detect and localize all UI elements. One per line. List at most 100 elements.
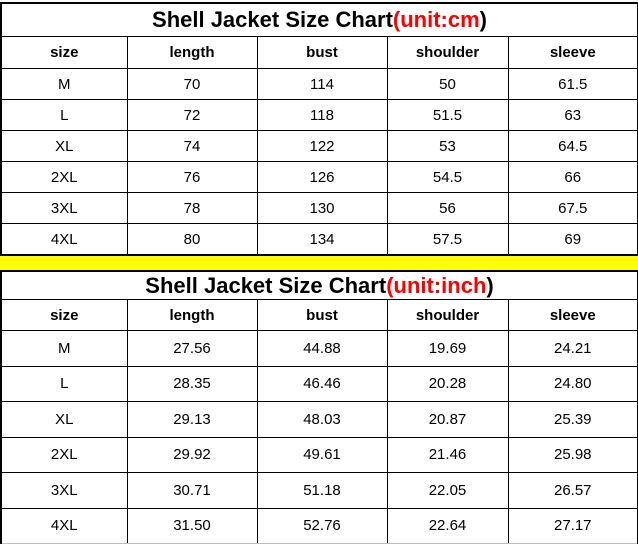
table-row: 2XL 76 126 54.5 66 bbox=[0, 161, 638, 193]
value-cell: 53 bbox=[386, 130, 509, 162]
size-table-inch: Shell Jacket Size Chart(unit:inch) size l… bbox=[0, 270, 638, 544]
size-cell: M bbox=[0, 330, 128, 367]
value-cell: 48.03 bbox=[256, 401, 388, 438]
value-cell: 134 bbox=[256, 223, 388, 256]
value-cell: 57.5 bbox=[386, 223, 509, 256]
value-cell: 64.5 bbox=[507, 130, 638, 162]
value-cell: 19.69 bbox=[386, 330, 509, 367]
column-header-length: length bbox=[126, 36, 258, 69]
table-title-row-inch: Shell Jacket Size Chart(unit:inch) bbox=[0, 270, 638, 300]
value-cell: 25.39 bbox=[507, 401, 638, 438]
size-cell: 4XL bbox=[0, 507, 128, 544]
size-cell: XL bbox=[0, 401, 128, 438]
title-unit-red: (unit:cm bbox=[392, 7, 480, 32]
table-row: L 72 118 51.5 63 bbox=[0, 99, 638, 131]
value-cell: 78 bbox=[126, 192, 258, 224]
size-cell: 2XL bbox=[0, 161, 128, 193]
table-title-row-cm: Shell Jacket Size Chart(unit:cm) bbox=[0, 2, 638, 37]
table-row: 4XL 80 134 57.5 69 bbox=[0, 223, 638, 256]
column-header-sleeve: sleeve bbox=[507, 36, 638, 69]
table-body-inch: M 27.56 44.88 19.69 24.21 L 28.35 46.46 20.28 24.… bbox=[0, 330, 638, 544]
table-title-inch: Shell Jacket Size Chart(unit:inch) bbox=[0, 270, 638, 300]
value-cell: 56 bbox=[386, 192, 509, 224]
value-cell: 46.46 bbox=[256, 365, 388, 402]
value-cell: 67.5 bbox=[507, 192, 638, 224]
table-row: 3XL 78 130 56 67.5 bbox=[0, 192, 638, 224]
table-row: M 70 114 50 61.5 bbox=[0, 68, 638, 100]
table-row: XL 29.13 48.03 20.87 25.39 bbox=[0, 401, 638, 438]
size-cell: 3XL bbox=[0, 472, 128, 509]
value-cell: 130 bbox=[256, 192, 388, 224]
table-title-cm: Shell Jacket Size Chart(unit:cm) bbox=[0, 2, 638, 37]
value-cell: 76 bbox=[126, 161, 258, 193]
value-cell: 25.98 bbox=[507, 436, 638, 473]
column-header-size: size bbox=[0, 299, 128, 331]
value-cell: 61.5 bbox=[507, 68, 638, 100]
value-cell: 118 bbox=[256, 99, 388, 131]
yellow-divider-bar bbox=[0, 256, 638, 270]
value-cell: 63 bbox=[507, 99, 638, 131]
value-cell: 69 bbox=[507, 223, 638, 256]
value-cell: 27.17 bbox=[507, 507, 638, 544]
table-row: 3XL 30.71 51.18 22.05 26.57 bbox=[0, 472, 638, 509]
value-cell: 50 bbox=[386, 68, 509, 100]
value-cell: 80 bbox=[126, 223, 258, 256]
value-cell: 29.13 bbox=[126, 401, 258, 438]
title-close-paren: ) bbox=[479, 7, 487, 32]
column-header-shoulder: shoulder bbox=[386, 36, 509, 69]
value-cell: 49.61 bbox=[256, 436, 388, 473]
value-cell: 31.50 bbox=[126, 507, 258, 544]
size-cell: L bbox=[0, 365, 128, 402]
column-header-bust: bust bbox=[256, 299, 388, 331]
value-cell: 24.80 bbox=[507, 365, 638, 402]
size-cell: XL bbox=[0, 130, 128, 162]
table-body-cm: M 70 114 50 61.5 L 72 118 51.5 63 XL 74 122 53 64.5 2XL… bbox=[0, 68, 638, 256]
column-header-shoulder: shoulder bbox=[386, 299, 509, 331]
value-cell: 74 bbox=[126, 130, 258, 162]
size-cell: 3XL bbox=[0, 192, 128, 224]
column-header-sleeve: sleeve bbox=[507, 299, 638, 331]
size-table-cm: Shell Jacket Size Chart(unit:cm) size len… bbox=[0, 2, 638, 256]
value-cell: 52.76 bbox=[256, 507, 388, 544]
value-cell: 22.64 bbox=[386, 507, 509, 544]
column-header-size: size bbox=[0, 36, 128, 69]
table-row: XL 74 122 53 64.5 bbox=[0, 130, 638, 162]
title-text: Shell Jacket Size Chart bbox=[145, 272, 387, 298]
value-cell: 126 bbox=[256, 161, 388, 193]
value-cell: 26.57 bbox=[507, 472, 638, 509]
value-cell: 114 bbox=[256, 68, 388, 100]
title-close-paren: ) bbox=[486, 272, 494, 298]
value-cell: 122 bbox=[256, 130, 388, 162]
value-cell: 21.46 bbox=[386, 436, 509, 473]
value-cell: 70 bbox=[126, 68, 258, 100]
value-cell: 66 bbox=[507, 161, 638, 193]
table-header-row-inch: size length bust shoulder sleeve bbox=[0, 299, 638, 331]
size-cell: M bbox=[0, 68, 128, 100]
value-cell: 44.88 bbox=[256, 330, 388, 367]
value-cell: 20.28 bbox=[386, 365, 509, 402]
value-cell: 51.5 bbox=[386, 99, 509, 131]
table-row: 4XL 31.50 52.76 22.64 27.17 bbox=[0, 507, 638, 544]
title-unit-red: (unit:inch bbox=[386, 272, 487, 298]
value-cell: 72 bbox=[126, 99, 258, 131]
value-cell: 51.18 bbox=[256, 472, 388, 509]
column-header-bust: bust bbox=[256, 36, 388, 69]
value-cell: 24.21 bbox=[507, 330, 638, 367]
table-row: L 28.35 46.46 20.28 24.80 bbox=[0, 365, 638, 402]
table-header-row-cm: size length bust shoulder sleeve bbox=[0, 36, 638, 69]
value-cell: 54.5 bbox=[386, 161, 509, 193]
value-cell: 29.92 bbox=[126, 436, 258, 473]
value-cell: 22.05 bbox=[386, 472, 509, 509]
table-row: M 27.56 44.88 19.69 24.21 bbox=[0, 330, 638, 367]
value-cell: 28.35 bbox=[126, 365, 258, 402]
table-row: 2XL 29.92 49.61 21.46 25.98 bbox=[0, 436, 638, 473]
value-cell: 27.56 bbox=[126, 330, 258, 367]
title-text: Shell Jacket Size Chart bbox=[152, 7, 393, 32]
size-cell: L bbox=[0, 99, 128, 131]
size-cell: 4XL bbox=[0, 223, 128, 256]
column-header-length: length bbox=[126, 299, 258, 331]
value-cell: 20.87 bbox=[386, 401, 509, 438]
value-cell: 30.71 bbox=[126, 472, 258, 509]
size-cell: 2XL bbox=[0, 436, 128, 473]
